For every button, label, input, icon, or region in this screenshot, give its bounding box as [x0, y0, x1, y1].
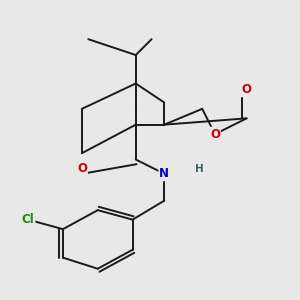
Text: O: O	[210, 128, 220, 141]
Text: O: O	[242, 83, 252, 96]
Text: O: O	[77, 163, 87, 176]
Text: N: N	[159, 167, 169, 180]
Text: H: H	[195, 164, 203, 174]
Text: Cl: Cl	[22, 213, 34, 226]
